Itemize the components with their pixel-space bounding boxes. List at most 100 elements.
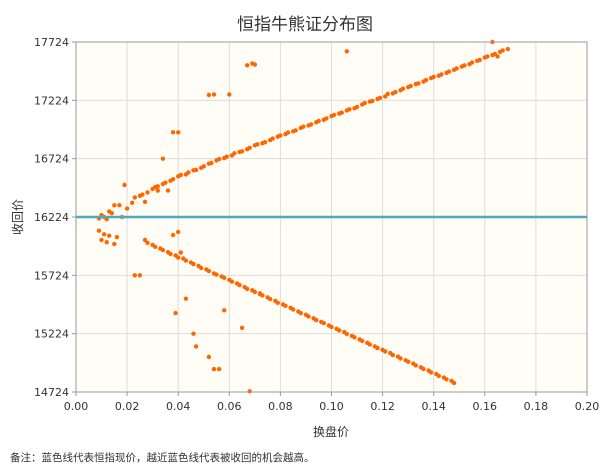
data-point [209,160,214,166]
data-point [176,255,181,260]
x-tick-label: 0.04 [166,400,191,413]
data-point [173,310,178,316]
data-point [96,228,102,233]
data-point [324,116,329,121]
data-point [344,331,349,337]
plot-border [75,41,588,393]
data-point [201,164,206,169]
data-point [339,110,344,115]
data-point [390,352,395,358]
data-point [229,279,235,284]
data-point [155,184,160,189]
data-point [145,240,150,245]
data-point [214,272,219,277]
data-point [227,92,232,97]
y-tick-label: 16724 [34,153,69,166]
data-point [408,83,413,89]
data-point [446,69,452,74]
data-point [485,54,490,59]
data-point [428,370,434,375]
data-point [245,63,250,68]
data-point [298,310,303,316]
data-point [337,328,342,333]
data-point [176,229,181,235]
data-point [191,331,196,336]
data-point [199,265,204,271]
data-point [451,380,457,386]
data-point [142,237,148,243]
data-point [193,344,199,349]
data-point [439,72,444,77]
data-point [170,177,176,182]
data-point [423,77,429,83]
data-point [211,92,217,97]
data-point [140,192,145,197]
data-point [301,124,306,129]
data-point [232,151,237,156]
y-tick-label: 15224 [34,328,69,341]
data-point [112,241,117,247]
data-point [163,180,168,185]
data-point [107,233,112,238]
data-point [112,203,117,208]
data-point [375,345,380,351]
data-point [132,273,137,278]
data-point [247,145,252,150]
data-point [193,167,199,173]
data-point [505,46,510,52]
data-point [245,286,250,292]
data-point [413,363,418,368]
data-point [142,199,148,204]
data-point [469,60,475,65]
x-tick-label: 0.20 [575,400,600,413]
data-point [186,170,191,175]
data-point [431,74,436,80]
data-point [385,91,390,97]
footnote: 备注：蓝色线代表恒指现价，越近蓝色线代表被收回的机会越高。 [10,451,315,464]
data-point [285,130,291,135]
chart-title: 恒指牛熊证分布图 [237,15,373,35]
x-tick-label: 0.06 [217,400,242,413]
data-point [160,156,166,161]
data-point [101,232,107,237]
x-tick-label: 0.18 [524,400,549,413]
data-point [421,366,426,372]
data-point [132,195,137,200]
data-point [314,317,319,323]
data-point [109,211,115,216]
data-point [370,98,375,104]
data-point [329,324,334,330]
data-point [252,62,258,67]
y-tick-label: 14724 [34,386,69,399]
data-point [360,338,365,344]
data-point [114,234,120,240]
data-point [495,54,500,59]
data-point [183,258,189,263]
x-tick-label: 0.16 [473,400,498,413]
data-point [247,389,252,394]
data-point [291,307,296,312]
data-point [216,366,222,372]
data-point [268,296,273,302]
data-point [124,206,130,211]
data-point [224,154,229,159]
data-point [130,200,135,205]
data-point [377,95,383,101]
data-point [367,342,372,347]
data-point [165,188,171,193]
y-axis-ticks: 14724 15224 15724 16224 16724 17224 17724 [34,36,76,399]
data-point [283,303,288,308]
y-tick-label: 15724 [34,269,69,282]
data-point [170,232,176,238]
data-point [477,57,482,63]
data-point [216,156,222,162]
data-point [122,182,127,188]
data-point [331,112,337,118]
x-tick-label: 0.02 [115,400,140,413]
data-point [454,66,459,71]
data-point [444,377,449,382]
data-point [462,63,467,68]
data-point [170,130,176,135]
y-tick-label: 17724 [34,36,69,49]
